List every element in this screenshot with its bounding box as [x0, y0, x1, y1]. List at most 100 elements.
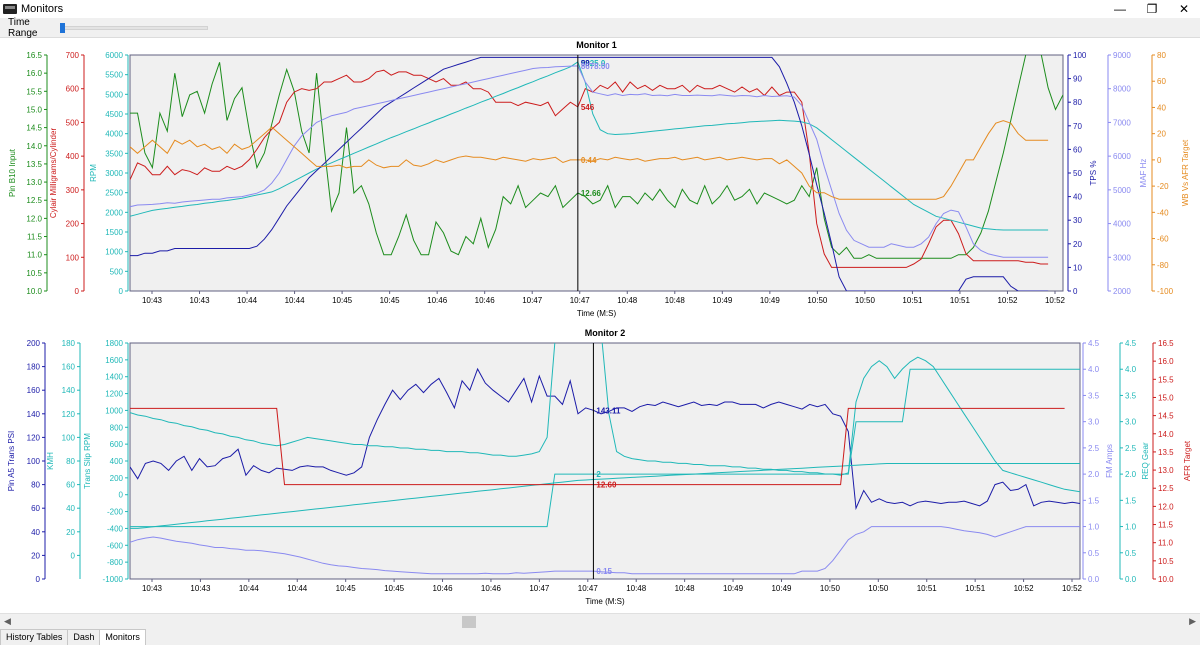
- cursor-value-label: 99: [581, 59, 590, 68]
- axis-tick-label: 120: [27, 433, 41, 442]
- scroll-left-icon[interactable]: ◀: [4, 616, 11, 626]
- cursor-value-label: 12.60: [596, 481, 617, 490]
- axis-tick-label: 12.0: [1158, 502, 1174, 511]
- tab-dash[interactable]: Dash: [67, 629, 101, 645]
- window-title: Monitors: [21, 3, 64, 15]
- time-range-slider[interactable]: [60, 22, 208, 33]
- x-tick-label: 10:51: [902, 296, 923, 305]
- monitor-2-chart: Monitor 2020406080100120140160180200Pin …: [7, 328, 1192, 606]
- minimize-button[interactable]: —: [1114, 2, 1126, 16]
- axis-tick-label: -40: [1157, 208, 1169, 217]
- series-line-1: [130, 55, 1063, 259]
- axis-tick-label: 100: [66, 253, 80, 262]
- x-tick-label: 10:47: [522, 296, 543, 305]
- axis-tick-label: -20: [1157, 182, 1169, 191]
- axis-tick-label: 800: [110, 423, 124, 432]
- axis-tick-label: 160: [62, 363, 76, 372]
- axis-tick-label: 20: [66, 528, 75, 537]
- tab-monitors[interactable]: Monitors: [99, 629, 146, 645]
- x-tick-label: 10:45: [380, 296, 401, 305]
- axis-tick-label: 140: [27, 410, 41, 419]
- axis-tick-label: 3.0: [1088, 418, 1100, 427]
- x-tick-label: 10:48: [675, 584, 696, 593]
- axis-tick-label: 100: [27, 457, 41, 466]
- axis-tick-label: 4500: [105, 110, 123, 119]
- cursor-value-label: 143.11: [596, 406, 621, 415]
- x-tick-label: 10:48: [626, 584, 647, 593]
- axis-tick-label: 40: [1157, 103, 1166, 112]
- axis-tick-label: 600: [66, 85, 80, 94]
- axis-tick-label: 1800: [105, 339, 123, 348]
- axis-tick-label: 3500: [105, 149, 123, 158]
- axis-tick-label: 16.0: [26, 69, 42, 78]
- axis-tick-label: 5500: [105, 71, 123, 80]
- axis-tick-label: 100: [62, 433, 76, 442]
- x-axis-title: Time (M:S): [585, 597, 625, 606]
- axis-tick-label: 0: [1157, 156, 1162, 165]
- cursor-value-label: 2: [596, 470, 601, 479]
- axis-tick-label: 2.0: [1088, 470, 1100, 479]
- scrollbar-thumb[interactable]: [462, 616, 476, 628]
- axis-tick-label: 0.0: [1125, 575, 1137, 584]
- axis-tick-label: 0: [1073, 287, 1078, 296]
- axis-tick-label: 80: [1157, 51, 1166, 60]
- x-tick-label: 10:44: [285, 296, 306, 305]
- x-tick-label: 10:51: [965, 584, 986, 593]
- axis-tick-label: 13.0: [26, 178, 42, 187]
- axis-title: Trans Slip RPM: [83, 433, 92, 489]
- axis-tick-label: 1.0: [1125, 523, 1137, 532]
- axis-tick-label: 8000: [1113, 85, 1131, 94]
- cursor-value-label: 5825.0: [581, 59, 606, 68]
- axis-tick-label: 4000: [105, 130, 123, 139]
- axis-tick-label: 600: [110, 440, 124, 449]
- close-button[interactable]: ✕: [1178, 2, 1190, 16]
- axis-tick-label: 60: [66, 481, 75, 490]
- axis-tick-label: 11.0: [1158, 539, 1174, 548]
- axis-tick-label: -100: [1157, 287, 1174, 296]
- app-icon: [3, 4, 17, 14]
- axis-tick-label: 5000: [105, 90, 123, 99]
- restore-button[interactable]: ❐: [1146, 2, 1158, 16]
- axis-tick-label: 3000: [1113, 253, 1131, 262]
- x-tick-label: 10:49: [771, 584, 792, 593]
- axis-tick-label: 15.0: [26, 105, 42, 114]
- cursor-value-label: 546: [581, 103, 595, 112]
- axis-tick-label: 1.5: [1088, 496, 1100, 505]
- axis-tick-label: 3000: [105, 169, 123, 178]
- series-line-4: [130, 526, 1080, 575]
- axis-title: TPS %: [1089, 161, 1098, 186]
- axis-tick-label: 10.5: [1158, 557, 1174, 566]
- axis-tick-label: 200: [110, 474, 124, 483]
- axis-tick-label: 90: [1073, 75, 1082, 84]
- axis-tick-label: 10.5: [26, 269, 42, 278]
- axis-3: 0 500 1000 1500 2000 2500 3000 3500 4000 4500 5000…: [89, 51, 129, 296]
- axis-tick-label: 13.5: [26, 160, 42, 169]
- axis-tick-label: 180: [62, 339, 76, 348]
- monitor-1-chart: Monitor 1 10.0 10.5 11.0 11.5 12.0 12.5 13.0 13.…: [8, 40, 1190, 318]
- axis-tick-label: 0: [119, 287, 124, 296]
- axis-tick-label: 16.5: [1158, 339, 1174, 348]
- bottom-tab-bar: History Tables Dash Monitors: [0, 629, 1200, 645]
- axis-tick-label: 15.0: [1158, 393, 1174, 402]
- axis-tick-label: 6000: [105, 51, 123, 60]
- axis-tick-label: 60: [1073, 145, 1082, 154]
- x-tick-label: 10:52: [1062, 584, 1083, 593]
- toolbar: Time Range: [0, 17, 1200, 39]
- x-tick-label: 10:48: [617, 296, 638, 305]
- x-tick-label: 10:51: [917, 584, 938, 593]
- axis-1: 0 20 40 60 80 100 120 140 160 180 200 Pin A5 Trans …: [7, 339, 46, 584]
- cursor-value-label: 0.15: [596, 567, 612, 576]
- axis-tick-label: 15.5: [26, 87, 42, 96]
- axis-tick-label: 30: [1073, 216, 1082, 225]
- axis-tick-label: -1000: [103, 575, 124, 584]
- x-tick-label: 10:46: [475, 296, 496, 305]
- series-line-2: [130, 69, 1049, 268]
- horizontal-scrollbar[interactable]: ◀ ▶: [0, 613, 1200, 629]
- series-line-5: [130, 368, 1080, 528]
- time-range-slider-thumb[interactable]: [60, 22, 65, 33]
- axis-tick-label: 1.0: [1088, 523, 1100, 532]
- scroll-right-icon[interactable]: ▶: [1189, 616, 1196, 626]
- x-axis-title: Time (M:S): [577, 309, 617, 318]
- tab-history-tables[interactable]: History Tables: [0, 629, 69, 645]
- x-tick-label: 10:46: [433, 584, 454, 593]
